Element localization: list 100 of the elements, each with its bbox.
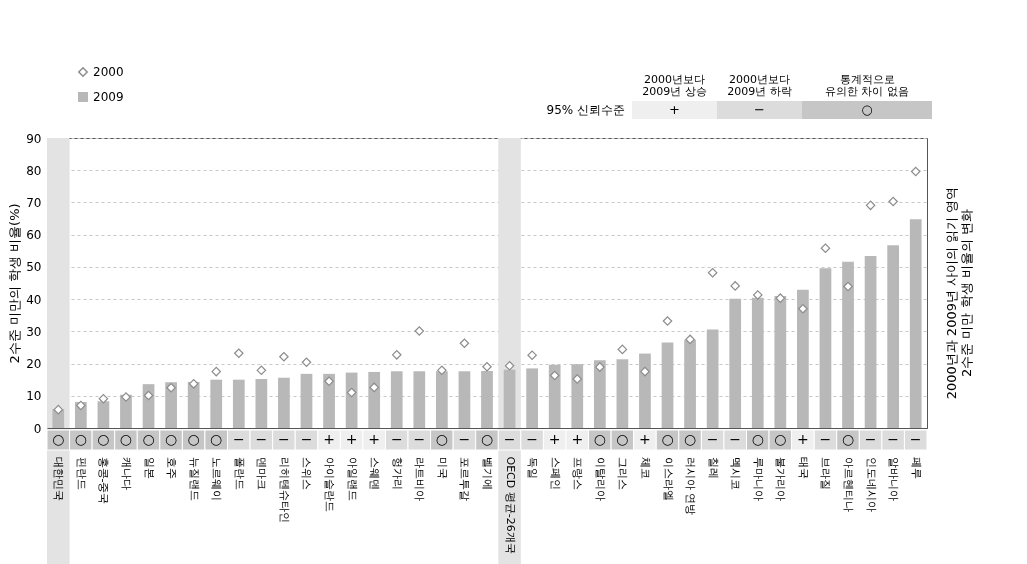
text: 2000년과 2009년 사이의 읽기 영역 2수준 미만 학생 비율의 변화 — [944, 186, 974, 400]
annotation: − — [278, 431, 290, 447]
y-tick-label: 40 — [26, 292, 42, 307]
point — [527, 350, 537, 360]
annotation: + — [548, 431, 561, 447]
annotation: ○ — [774, 431, 787, 447]
text: ○ — [861, 102, 873, 117]
annotation: ○ — [480, 431, 494, 447]
annotation: ○ — [74, 431, 87, 447]
point — [234, 348, 244, 359]
annotation: − — [503, 431, 516, 447]
text: + — [669, 102, 680, 117]
point — [98, 393, 109, 404]
x-tick-label: 이스라엘 — [661, 456, 675, 501]
point — [707, 267, 718, 278]
point — [910, 166, 921, 177]
x-tick-label: 인도네시아 — [864, 456, 878, 512]
annotation: ○ — [142, 431, 155, 447]
x-tick-label: 벨기에 — [481, 456, 494, 490]
point — [414, 326, 425, 336]
annotation: − — [413, 431, 426, 447]
x-tick-label: 아일랜드 — [345, 456, 359, 501]
annotation: − — [819, 431, 832, 447]
point — [279, 352, 289, 362]
text: 2000년보다 2009년 상승 — [642, 73, 707, 98]
x-tick-label: 그리스 — [616, 456, 630, 490]
y-tick-label: 10 — [26, 389, 42, 404]
annotation: ○ — [164, 431, 178, 447]
x-tick-label: 라트비아 — [413, 456, 427, 501]
point — [256, 365, 267, 376]
text: − — [754, 102, 765, 117]
y-tick-label: 60 — [26, 228, 42, 243]
annotation: − — [458, 431, 471, 447]
point — [76, 400, 86, 411]
legend-label: 2000 — [93, 65, 124, 79]
x-tick-label: 헝가리 — [390, 456, 404, 490]
point — [391, 350, 402, 360]
annotation: ○ — [119, 431, 133, 447]
annotation: − — [909, 431, 922, 447]
annotation: + — [323, 431, 335, 447]
annotation: − — [390, 431, 403, 447]
point — [662, 316, 673, 326]
x-tick-label: 캐나다 — [119, 456, 133, 490]
point — [369, 382, 379, 393]
y-tick-label: 80 — [26, 163, 42, 178]
annotation: ○ — [661, 431, 674, 447]
annotation: ○ — [751, 431, 764, 447]
annotation: ○ — [187, 431, 200, 447]
x-tick-label: 아이슬란드 — [323, 456, 337, 512]
annotation: + — [639, 431, 651, 447]
x-tick-label: 이탈리아 — [593, 456, 607, 501]
point — [121, 392, 131, 402]
annotation: + — [797, 431, 809, 447]
point — [346, 387, 357, 398]
point — [888, 196, 898, 207]
point — [549, 370, 560, 381]
annotation: + — [368, 431, 381, 447]
legend-label: 2009 — [93, 90, 124, 104]
annotation: − — [706, 431, 719, 447]
point — [301, 357, 312, 368]
x-tick-label: 홍콩-중국 — [97, 456, 111, 505]
annotation: − — [300, 431, 313, 447]
y-tick-label: 30 — [26, 324, 42, 339]
x-tick-label: 아르헨티나 — [842, 456, 856, 512]
annotation: ○ — [841, 431, 855, 447]
point — [188, 379, 199, 389]
y-tick-label: 50 — [26, 260, 42, 275]
annotation: ○ — [435, 431, 448, 447]
x-tick-label: 일본 — [142, 456, 156, 479]
point — [730, 281, 740, 291]
text: 95% 신뢰수준 — [546, 103, 625, 117]
x-tick-label: 페루 — [909, 456, 923, 479]
x-tick-label: 칠레 — [706, 456, 720, 479]
annotation: ○ — [52, 431, 65, 447]
point — [595, 362, 605, 372]
x-tick-label: 태국 — [796, 456, 810, 479]
x-tick-label: 체코 — [638, 456, 652, 479]
x-tick-label: OECD 평균-26개국 — [503, 456, 517, 554]
point — [820, 243, 831, 253]
text: 2000년보다 2009년 하락 — [727, 73, 792, 98]
x-tick-label: 알바니아 — [887, 456, 901, 501]
point — [504, 361, 515, 371]
point — [617, 344, 628, 355]
x-tick-label: 덴마크 — [255, 456, 269, 490]
annotation: + — [571, 431, 584, 447]
annotation: − — [864, 431, 877, 447]
x-tick-label: 리히텐슈타인 — [277, 456, 291, 523]
x-tick-label: 멕시코 — [729, 456, 743, 490]
x-tick-label: 스위스 — [300, 456, 314, 490]
annotation: ○ — [593, 431, 606, 447]
x-tick-label: 호주 — [165, 456, 179, 479]
point — [143, 390, 154, 401]
point — [572, 374, 583, 384]
x-tick-label: 대한민국 — [52, 456, 66, 501]
x-tick-label: 노르웨이 — [210, 456, 224, 501]
y-tick-label: 0 — [33, 421, 42, 436]
annotation: − — [255, 431, 268, 447]
x-tick-label: 브라질 — [819, 456, 833, 490]
annotation: − — [526, 431, 538, 447]
annotation: ○ — [210, 431, 223, 447]
